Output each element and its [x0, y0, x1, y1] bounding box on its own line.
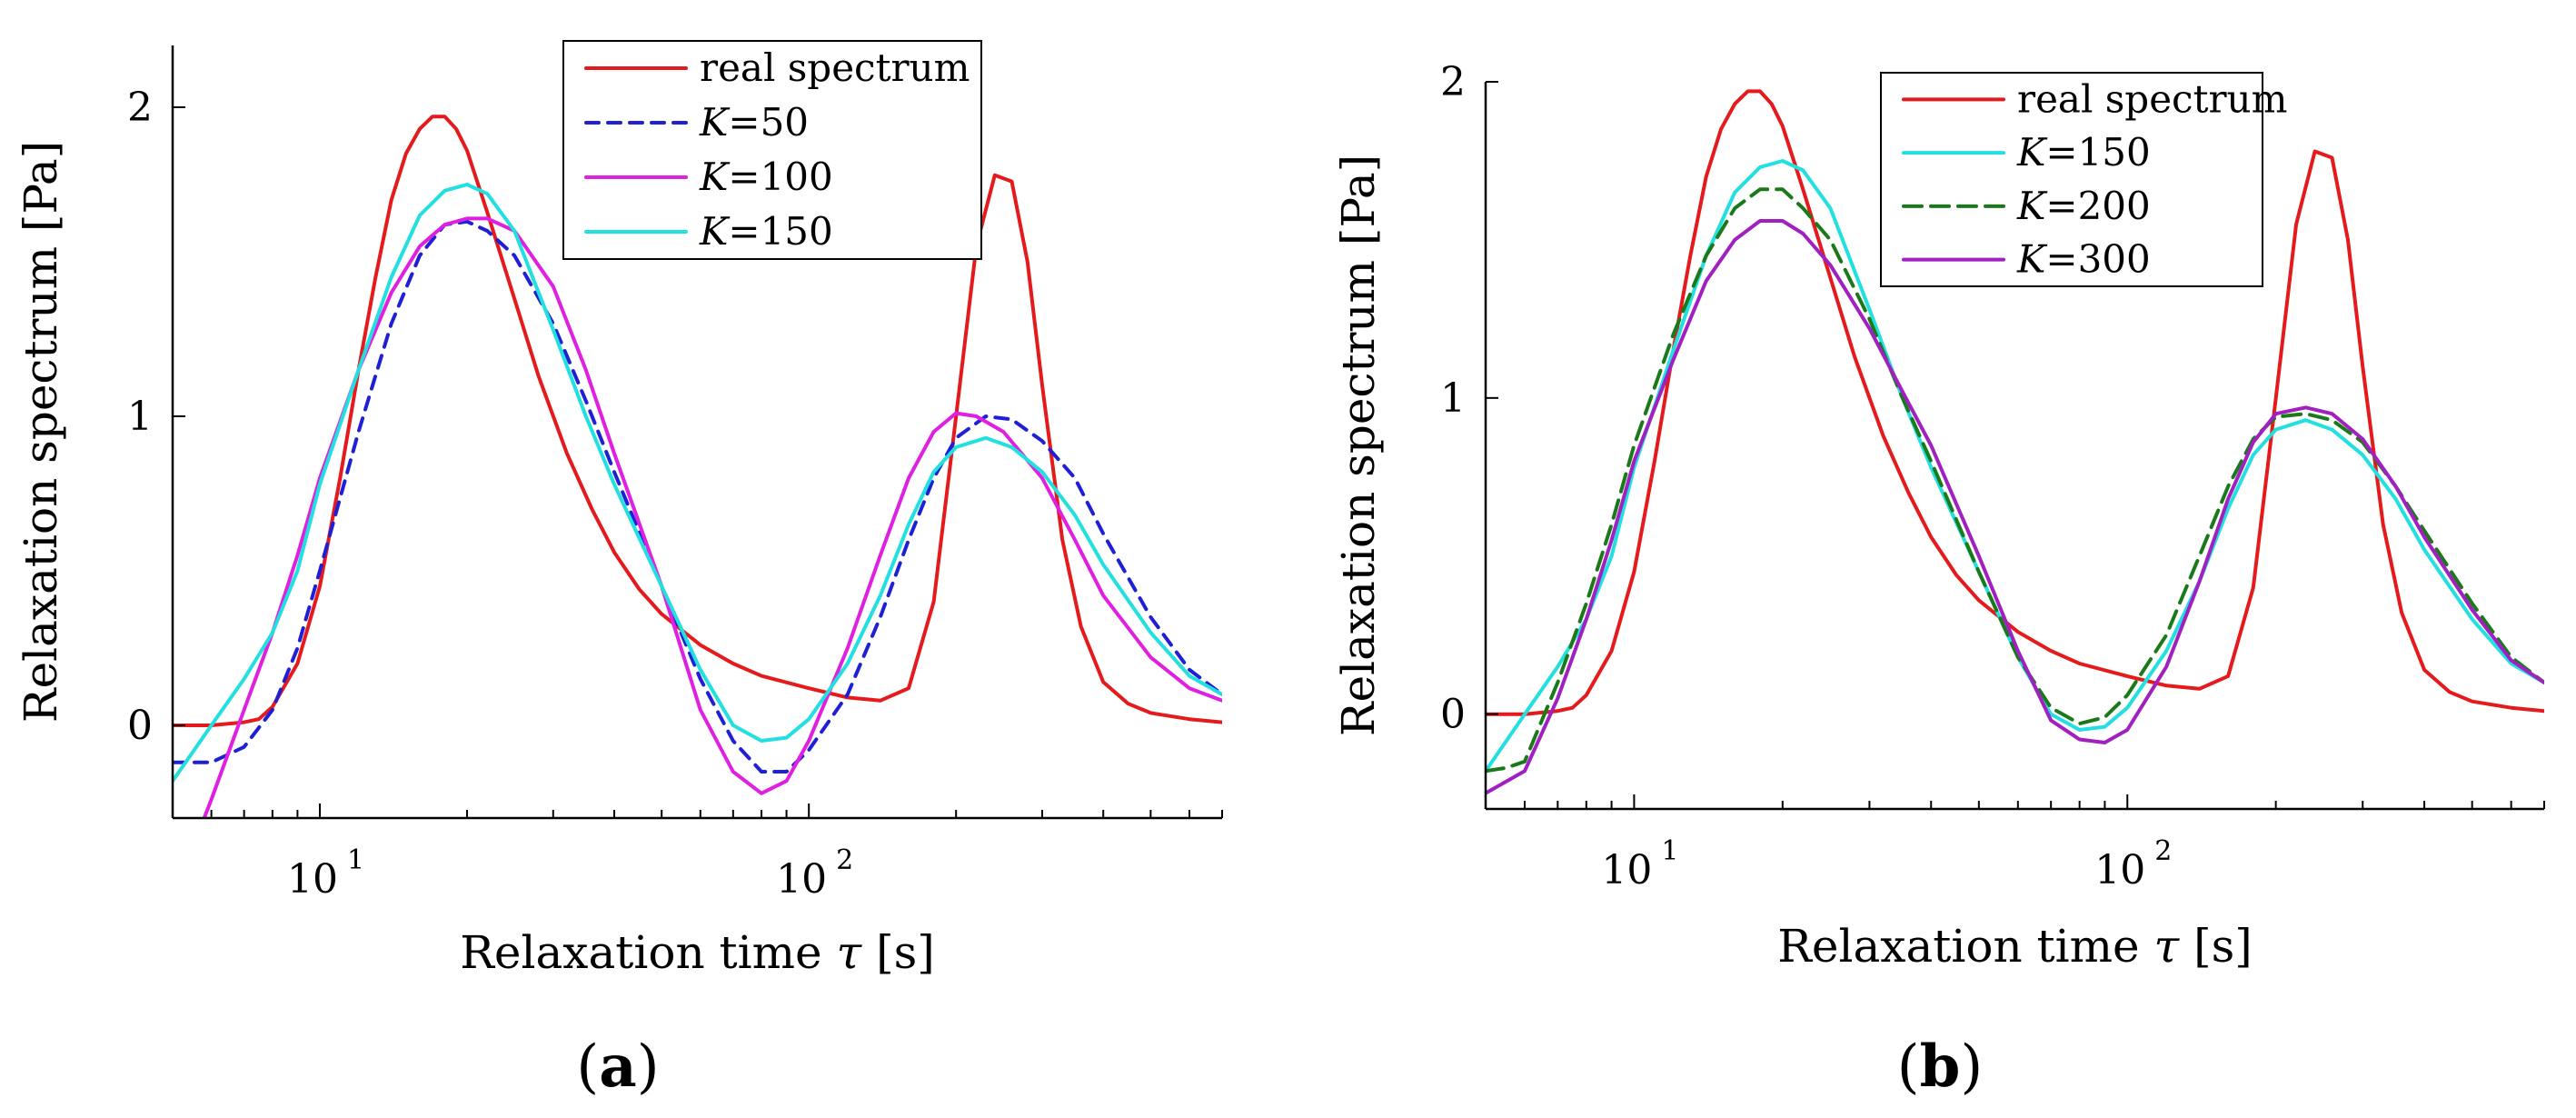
legend-entry: real spectrum	[700, 45, 970, 90]
y-tick-label: 2	[127, 85, 153, 131]
series-line-k-300	[1486, 219, 2544, 795]
legend-entry: K=150	[699, 209, 833, 254]
x-axis-label: Relaxation time τ [s]	[460, 926, 935, 979]
chart-panel-a: 0 1 2 10 1 10 2 Relaxation spectrum [Pa] Relaxat…	[15, 40, 1223, 1101]
legend-box	[1880, 72, 2263, 287]
x-tick-label: 10	[2094, 847, 2145, 893]
y-tick-label: 1	[1440, 375, 1466, 422]
series-line-k-50	[173, 219, 1222, 774]
series-group	[173, 115, 1222, 818]
series-line-real-spectrum	[1486, 89, 2544, 716]
chart-panel-b: 0 1 2 10 1 10 2 Relaxation spectrum [Pa] Relaxat…	[1332, 59, 2545, 1101]
x-tick-exponent: 2	[2154, 835, 2172, 867]
legend-entry: K=300	[2016, 237, 2151, 282]
y-tick-label: 0	[1440, 692, 1466, 738]
legend: real spectrum K=50 K=100 K=150	[562, 40, 982, 260]
series-group	[1486, 89, 2544, 795]
x-tick-exponent: 1	[1661, 835, 1678, 867]
y-tick-label: 1	[127, 394, 153, 440]
y-tick-label: 0	[127, 703, 153, 749]
series-line-k-100	[202, 216, 1222, 818]
y-tick-label: 2	[1440, 59, 1466, 105]
x-tick-label: 10	[776, 856, 827, 903]
legend-entry: K=50	[699, 100, 809, 145]
x-tick-exponent: 2	[836, 844, 853, 876]
x-tick-exponent: 1	[347, 844, 364, 876]
panel-label: (a)	[576, 1033, 659, 1101]
x-tick-label: 10	[287, 856, 338, 903]
panel-label: (b)	[1897, 1033, 1984, 1101]
series-line-k-200	[1486, 187, 2544, 774]
x-axis-label: Relaxation time τ [s]	[1777, 920, 2253, 973]
y-axis-label: Relaxation spectrum [Pa]	[15, 141, 67, 723]
legend-entry: K=100	[699, 155, 833, 199]
legend: real spectrum K=150 K=200 K=300	[1880, 72, 2287, 287]
legend-entry: K=150	[2016, 130, 2151, 175]
x-tick-label: 10	[1601, 847, 1652, 893]
series-line-k-150	[173, 183, 1222, 784]
legend-entry: K=200	[2016, 184, 2151, 228]
legend-entry: real spectrum	[2017, 76, 2287, 121]
series-line-real-spectrum	[173, 115, 1222, 727]
y-axis-label: Relaxation spectrum [Pa]	[1332, 155, 1385, 736]
legend-box	[562, 40, 982, 260]
